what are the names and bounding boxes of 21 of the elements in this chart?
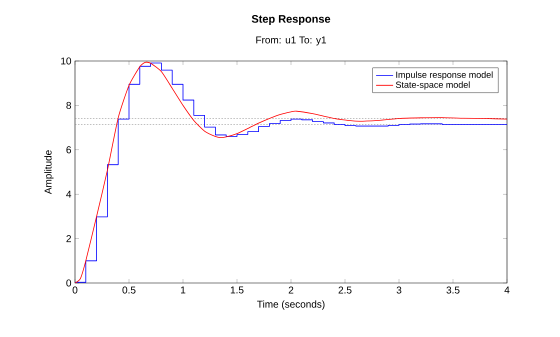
y-tick-label: 4 bbox=[66, 190, 72, 198]
y-tick-label: 10 bbox=[61, 57, 72, 65]
x-axis-title: Time (seconds) bbox=[257, 300, 325, 310]
x-tick-label: 2 bbox=[288, 286, 294, 294]
x-tick-label: 1 bbox=[181, 286, 186, 294]
chart-subtitle: From: u1 To: y1 bbox=[256, 36, 326, 46]
y-tick-label: 8 bbox=[66, 102, 72, 109]
x-tick-label: 3 bbox=[396, 286, 402, 294]
x-tick-label: 3.5 bbox=[446, 286, 460, 294]
legend-label: Impulse response model bbox=[396, 71, 493, 80]
y-axis-title: Amplitude bbox=[44, 150, 54, 194]
x-tick-label: 2.5 bbox=[338, 286, 352, 294]
y-tick-label: 0 bbox=[66, 279, 72, 287]
x-tick-label: 0.5 bbox=[122, 286, 136, 294]
x-tick-label: 0 bbox=[72, 286, 78, 294]
y-tick-label: 6 bbox=[66, 146, 72, 154]
x-tick-label: 4 bbox=[504, 286, 510, 294]
chart-title: Step Response bbox=[252, 15, 330, 25]
x-tick-label: 1.5 bbox=[230, 286, 244, 294]
y-tick-label: 2 bbox=[66, 235, 71, 242]
legend-label: State-space model bbox=[396, 81, 470, 90]
